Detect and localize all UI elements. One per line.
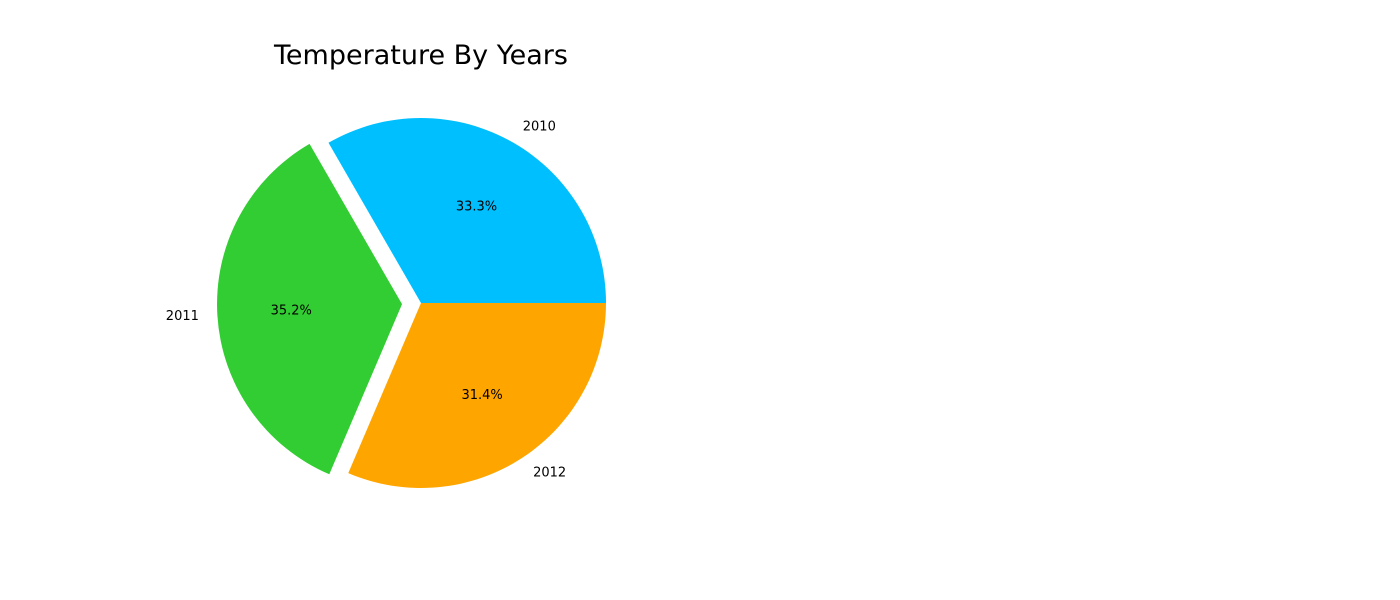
chart-title: Temperature By Years	[273, 40, 568, 71]
pie-category-label-2011: 2011	[166, 309, 199, 324]
pie-labels: 33.3% 2010 35.2% 2011 31.4% 2012	[166, 119, 566, 480]
pie-slice-2010	[328, 117, 606, 303]
pie-category-label-2010: 2010	[523, 119, 556, 134]
pie-slices	[217, 117, 606, 489]
pie-percent-label-2011: 35.2%	[271, 303, 312, 318]
pie-slice-2012	[348, 303, 606, 489]
pie-slice-2011	[217, 143, 403, 475]
pie-percent-label-2012: 31.4%	[461, 388, 502, 403]
pie-category-label-2012: 2012	[533, 465, 566, 480]
pie-percent-label-2010: 33.3%	[456, 199, 497, 214]
